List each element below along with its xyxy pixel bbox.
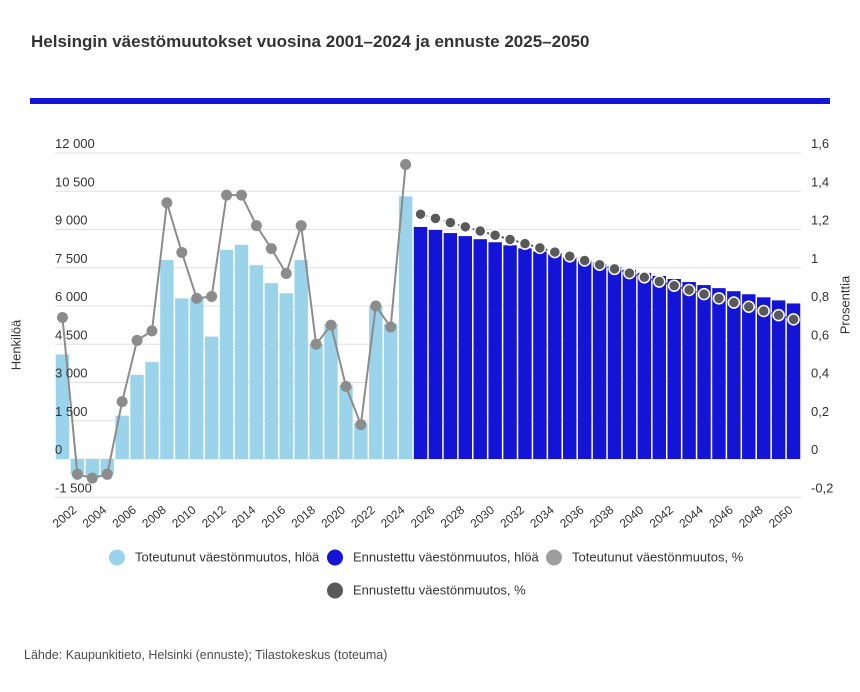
svg-text:2046: 2046 xyxy=(706,503,736,531)
svg-text:7 500: 7 500 xyxy=(55,251,88,266)
svg-text:2014: 2014 xyxy=(229,503,259,531)
svg-text:2034: 2034 xyxy=(527,503,557,531)
svg-text:1,6: 1,6 xyxy=(811,136,829,151)
svg-text:2008: 2008 xyxy=(139,503,169,531)
svg-text:2042: 2042 xyxy=(647,503,677,531)
svg-text:2022: 2022 xyxy=(348,503,378,531)
svg-text:2036: 2036 xyxy=(557,503,587,531)
svg-text:6 000: 6 000 xyxy=(55,289,88,304)
svg-text:2030: 2030 xyxy=(468,503,498,531)
svg-text:2006: 2006 xyxy=(110,503,140,531)
svg-text:2020: 2020 xyxy=(318,503,348,531)
svg-text:0,4: 0,4 xyxy=(811,366,829,381)
svg-text:1,2: 1,2 xyxy=(811,213,829,228)
svg-text:9 000: 9 000 xyxy=(55,213,88,228)
svg-text:12 000: 12 000 xyxy=(55,136,95,151)
svg-text:2040: 2040 xyxy=(617,503,647,531)
svg-text:2048: 2048 xyxy=(736,503,766,531)
svg-text:2032: 2032 xyxy=(497,503,527,531)
svg-text:2038: 2038 xyxy=(587,503,617,531)
svg-text:1: 1 xyxy=(811,251,818,266)
svg-text:2044: 2044 xyxy=(676,503,706,531)
svg-text:4 500: 4 500 xyxy=(55,327,88,342)
svg-text:2010: 2010 xyxy=(169,503,199,531)
svg-text:2002: 2002 xyxy=(50,503,80,531)
svg-text:2026: 2026 xyxy=(408,503,438,531)
svg-text:0: 0 xyxy=(811,442,818,457)
svg-text:2024: 2024 xyxy=(378,503,408,531)
svg-text:-0,2: -0,2 xyxy=(811,480,833,495)
svg-text:1,4: 1,4 xyxy=(811,174,829,189)
svg-text:0,8: 0,8 xyxy=(811,289,829,304)
svg-text:2004: 2004 xyxy=(80,503,110,531)
svg-text:2016: 2016 xyxy=(259,503,289,531)
svg-text:2012: 2012 xyxy=(199,503,229,531)
svg-text:0,2: 0,2 xyxy=(811,404,829,419)
svg-text:2018: 2018 xyxy=(289,503,319,531)
svg-text:2050: 2050 xyxy=(766,503,796,531)
svg-text:1 500: 1 500 xyxy=(55,404,88,419)
svg-text:-1 500: -1 500 xyxy=(55,480,92,495)
svg-text:0: 0 xyxy=(55,442,62,457)
svg-text:10 500: 10 500 xyxy=(55,174,95,189)
svg-text:0,6: 0,6 xyxy=(811,327,829,342)
svg-text:3 000: 3 000 xyxy=(55,366,88,381)
svg-text:2028: 2028 xyxy=(438,503,468,531)
